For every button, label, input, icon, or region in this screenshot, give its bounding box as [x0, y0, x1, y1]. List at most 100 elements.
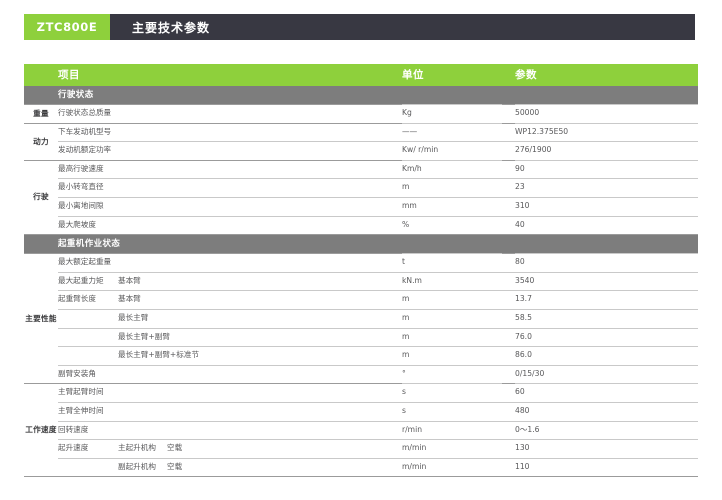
table-row: 副臂安装角 ° 0/15/30	[24, 364, 698, 384]
table-row: 最高行驶速度 Km/h 90	[24, 159, 698, 179]
cell-item: 最大爬坡度	[58, 219, 96, 229]
cell-unit: ——	[402, 126, 418, 136]
param-cell-divider	[515, 197, 698, 198]
section-rows: 主要性能 最大额定起重量 t 80 最大起重力矩 基本臂 kN.m 3540 起重臂长度 基本臂 m…	[24, 253, 698, 478]
group-label: 工作速度	[25, 425, 57, 435]
param-cell-divider	[515, 122, 698, 124]
table-row: 起重臂长度 基本臂 m 13.7	[24, 290, 698, 309]
cell-item: 回转速度	[58, 424, 89, 434]
row-divider	[58, 290, 698, 292]
unit-cell-divider	[402, 122, 502, 124]
cell-param: 90	[515, 163, 525, 173]
table-row: 最小转弯直径 m 23	[24, 178, 698, 197]
param-cell-divider	[515, 290, 698, 292]
cell-param: 130	[515, 443, 530, 453]
section-band-label: 起重机作业状态	[58, 239, 121, 250]
unit-cell-divider	[402, 141, 502, 143]
table-row: 副起升机构 空载 m/min 110	[24, 457, 698, 477]
unit-cell-divider	[402, 159, 502, 161]
spec-table: 项目 单位 参数 行驶状态 重量 行驶状态总质量 Kg 50000 动力 下车发动机型号 ——…	[24, 64, 698, 478]
row-divider	[58, 141, 698, 143]
table-row: 最大爬坡度% 40	[24, 215, 698, 235]
cell-param: 0/15/30	[515, 368, 545, 378]
section-bottom-divider	[24, 234, 698, 236]
cell-unit: s	[402, 387, 406, 397]
unit-cell-divider	[402, 215, 502, 217]
group-divider	[24, 122, 58, 124]
group-label: 主要性能	[25, 313, 57, 323]
cell-param: 50000	[515, 108, 540, 117]
cell-unit: m/min	[402, 443, 427, 453]
row-divider	[58, 197, 698, 198]
column-header-item: 项目	[58, 69, 80, 81]
model-badge: ZTC800E	[24, 14, 110, 40]
cell-item: 最小离地间隙	[58, 201, 104, 210]
unit-cell-divider	[402, 253, 502, 255]
cell-unit: °	[402, 368, 406, 378]
table-body: 行驶状态 重量 行驶状态总质量 Kg 50000 动力 下车发动机型号 —— WP12.375E…	[24, 86, 698, 478]
cell-param: 76.0	[515, 331, 532, 341]
row-divider	[58, 457, 698, 459]
cell-item: 主臂起臂时间	[58, 387, 104, 397]
row-divider	[58, 383, 698, 385]
cell-item: 发动机额定功率	[58, 145, 112, 155]
section-band: 行驶状态	[24, 86, 698, 104]
table-row: 最长主臂 m 58.5	[24, 308, 698, 328]
cell-item: 最大起重力矩	[58, 275, 104, 285]
cell-item: 行驶状态总质量	[58, 108, 112, 117]
section-rows: 重量 行驶状态总质量 Kg 50000 动力 下车发动机型号 —— WP12.375E50 发动…	[24, 104, 698, 236]
cell-unit: %	[402, 219, 410, 229]
cell-unit: m/min	[402, 461, 427, 471]
table-row: 最大额定起重量 t 80	[24, 253, 698, 272]
row-divider	[58, 159, 698, 161]
cell-item: 副臂安装角	[58, 368, 96, 378]
table-row: 最长主臂+副臂+标准节 m 86.0	[24, 346, 698, 365]
group-label: 重量	[33, 108, 49, 118]
row-divider	[58, 364, 698, 366]
row-divider	[58, 253, 698, 255]
group-divider	[24, 383, 58, 385]
group-divider	[24, 159, 58, 161]
row-divider	[58, 346, 698, 348]
cell-param: WP12.375E50	[515, 126, 569, 136]
unit-cell-divider	[402, 178, 502, 180]
cell-item: 起升速度	[58, 443, 89, 453]
table-row: 主臂起臂时间 s 60	[24, 383, 698, 402]
unit-cell-divider	[402, 308, 502, 310]
cell-item: 主臂全伸时间	[58, 405, 104, 415]
cell-param: 310	[515, 201, 530, 210]
section-bottom-divider	[24, 476, 698, 478]
cell-item: 下车发动机型号	[58, 126, 112, 136]
cell-subitem-2: 空载	[167, 443, 183, 453]
table-row: 最长主臂+副臂 m 76.0	[24, 327, 698, 347]
cell-param: 23	[515, 182, 525, 192]
unit-cell-divider	[402, 290, 502, 292]
param-cell-divider	[515, 215, 698, 217]
cell-subitem-2: 空载	[167, 461, 183, 471]
cell-unit: Kg	[402, 108, 412, 117]
cell-param: 13.7	[515, 294, 532, 304]
cell-subitem-1: 基本臂	[118, 275, 141, 285]
unit-cell-divider	[402, 271, 502, 273]
cell-unit: kN.m	[402, 275, 422, 285]
cell-subitem-1: 最长主臂+副臂	[118, 331, 170, 341]
section-band: 起重机作业状态	[24, 235, 698, 254]
unit-cell-divider	[402, 327, 502, 329]
row-divider	[58, 215, 698, 217]
cell-param: 80	[515, 257, 525, 267]
param-cell-divider	[515, 308, 698, 310]
group-divider	[24, 104, 58, 105]
param-cell-divider	[515, 159, 698, 161]
row-divider	[58, 420, 698, 422]
table-row: 起升速度 主起升机构 空载 m/min 130	[24, 439, 698, 458]
cell-unit: m	[402, 182, 410, 192]
param-cell-divider	[515, 364, 698, 366]
row-divider	[58, 104, 698, 105]
column-header-unit: 单位	[402, 69, 424, 81]
param-cell-divider	[515, 253, 698, 255]
table-row: 行驶状态总质量 Kg 50000	[24, 104, 698, 123]
cell-param: 58.5	[515, 312, 532, 322]
param-cell-divider	[515, 383, 698, 385]
unit-cell-divider	[402, 401, 502, 403]
